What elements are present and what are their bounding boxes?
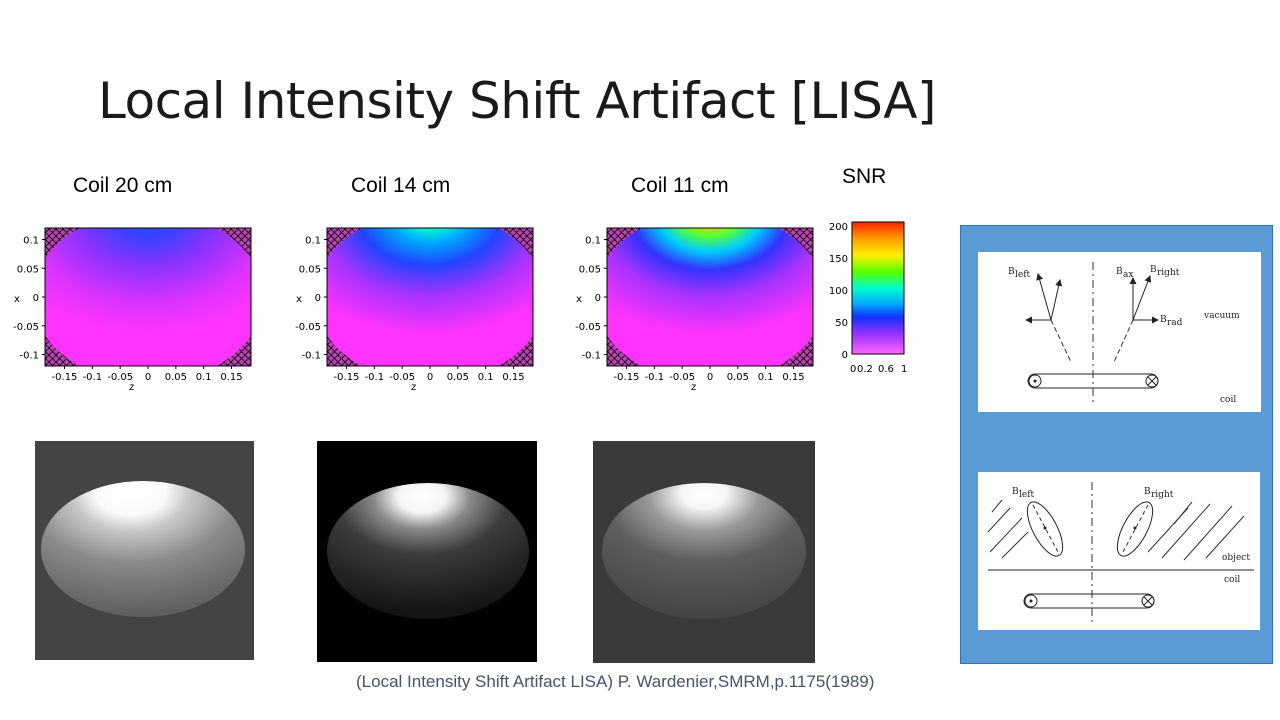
y-tick-label: 0.1 (23, 236, 39, 247)
x-tick-label: -0.1 (645, 372, 665, 383)
mr-image-coil-14 (317, 441, 537, 662)
x-tick-label: 0.1 (196, 372, 212, 383)
x-tick-label: 0 (427, 372, 433, 383)
slide-title: Local Intensity Shift Artifact [LISA] (98, 72, 937, 130)
coil-label-top: coil (1220, 395, 1236, 405)
coil-20-label: Coil 20 cm (73, 174, 173, 197)
colorbar-tick-0: 0 (842, 350, 848, 361)
y-tick-label: 0 (595, 293, 601, 304)
y-tick-label: 0 (315, 293, 321, 304)
colorbar-tick-100: 100 (829, 286, 848, 297)
x-tick-label: 0 (707, 372, 713, 383)
colorbar-xtick-02: 0.2 (857, 364, 873, 375)
y-tick-label: -0.05 (295, 322, 321, 333)
object-field-diagram: B left B right object coil (978, 472, 1260, 630)
b-rad-label: B (1160, 315, 1167, 325)
diagram-panel: B left B ax B right B rad vacuum coil (960, 225, 1273, 664)
x-tick-label: -0.1 (365, 372, 385, 383)
b-left-label: B (1008, 267, 1015, 277)
y-tick-label: -0.05 (13, 322, 39, 333)
b-left-sub-bottom: left (1019, 490, 1035, 500)
mr-image-coil-20 (35, 441, 254, 660)
b-left-sub: left (1015, 270, 1031, 280)
snr-plot-coil-11: -0.15 -0.1 -0.05 0 0.05 0.1 0.15 0.1 0.05 0 -0.05-… (562, 222, 822, 402)
b-right-label: B (1150, 265, 1157, 275)
snr-plot-coil-20: -0.15 -0.1 -0.05 0 0.05 0.1 0.15 0.1 0.05 0 -0.05-… (0, 222, 260, 402)
b-rad-sub: rad (1167, 318, 1183, 328)
x-tick-label: 0.15 (782, 372, 804, 383)
coil-14-label: Coil 14 cm (351, 174, 451, 197)
x-tick-label: -0.15 (52, 372, 78, 383)
x-tick-label: -0.05 (389, 372, 415, 383)
x-axis-label: z (691, 382, 696, 393)
y-axis-label: x (14, 294, 20, 305)
y-tick-label: 0.1 (585, 236, 601, 247)
x-tick-label: 0.05 (727, 372, 749, 383)
x-tick-label: 0.15 (502, 372, 524, 383)
b-right-sub-bottom: right (1151, 490, 1174, 500)
mr-image-coil-11 (593, 441, 815, 663)
vacuum-field-diagram: B left B ax B right B rad vacuum coil (978, 252, 1261, 412)
citation-caption: (Local Intensity Shift Artifact LISA) P.… (356, 672, 875, 691)
coil-11-label: Coil 11 cm (631, 174, 729, 197)
colorbar-xtick-1: 1 (901, 364, 907, 375)
x-tick-label: 0.1 (478, 372, 494, 383)
y-tick-label: -0.05 (575, 322, 601, 333)
x-tick-label: 0.15 (220, 372, 242, 383)
y-tick-label: -0.1 (19, 351, 39, 362)
x-tick-label: -0.05 (669, 372, 695, 383)
x-tick-label: -0.1 (83, 372, 103, 383)
b-ax-label: B (1116, 267, 1123, 277)
x-tick-label: 0.05 (165, 372, 187, 383)
colorbar-xtick-06: 0.6 (878, 364, 894, 375)
y-tick-label: 0.05 (579, 264, 601, 275)
colorbar-xtick-0: 0 (850, 364, 856, 375)
vacuum-label: vacuum (1203, 311, 1240, 321)
x-tick-label: 0.1 (758, 372, 774, 383)
y-axis-label: x (296, 294, 302, 305)
x-tick-label: -0.15 (614, 372, 640, 383)
coil-label-bottom: coil (1224, 575, 1240, 585)
x-tick-label: -0.15 (334, 372, 360, 383)
b-right-sub: right (1157, 268, 1180, 278)
colorbar-tick-150: 150 (829, 254, 848, 265)
y-tick-label: -0.1 (581, 351, 601, 362)
x-axis-label: z (411, 382, 416, 393)
x-tick-label: 0.05 (447, 372, 469, 383)
b-right-label-bottom: B (1144, 487, 1151, 497)
y-tick-label: 0.05 (299, 264, 321, 275)
colorbar-tick-50: 50 (835, 318, 848, 329)
snr-colorbar: 200 150 100 50 0 0 0.2 0.6 1 (829, 221, 907, 375)
snr-plot-coil-14: -0.15 -0.1 -0.05 0 0.05 0.1 0.15 0.1 0.05 0 -0.05-… (282, 222, 542, 402)
colorbar-tick-200: 200 (829, 222, 848, 233)
y-tick-label: 0.05 (17, 264, 39, 275)
y-axis-label: x (576, 294, 582, 305)
snr-label: SNR (842, 165, 887, 188)
x-axis-label: z (129, 382, 134, 393)
x-tick-label: -0.05 (107, 372, 133, 383)
colorbar-gradient (851, 221, 905, 355)
b-left-label-bottom: B (1012, 487, 1019, 497)
b-ax-sub: ax (1123, 270, 1133, 280)
x-tick-label: 0 (145, 372, 151, 383)
y-tick-label: -0.1 (301, 351, 321, 362)
y-tick-label: 0 (33, 293, 39, 304)
y-tick-label: 0.1 (305, 236, 321, 247)
object-label: object (1222, 553, 1250, 563)
